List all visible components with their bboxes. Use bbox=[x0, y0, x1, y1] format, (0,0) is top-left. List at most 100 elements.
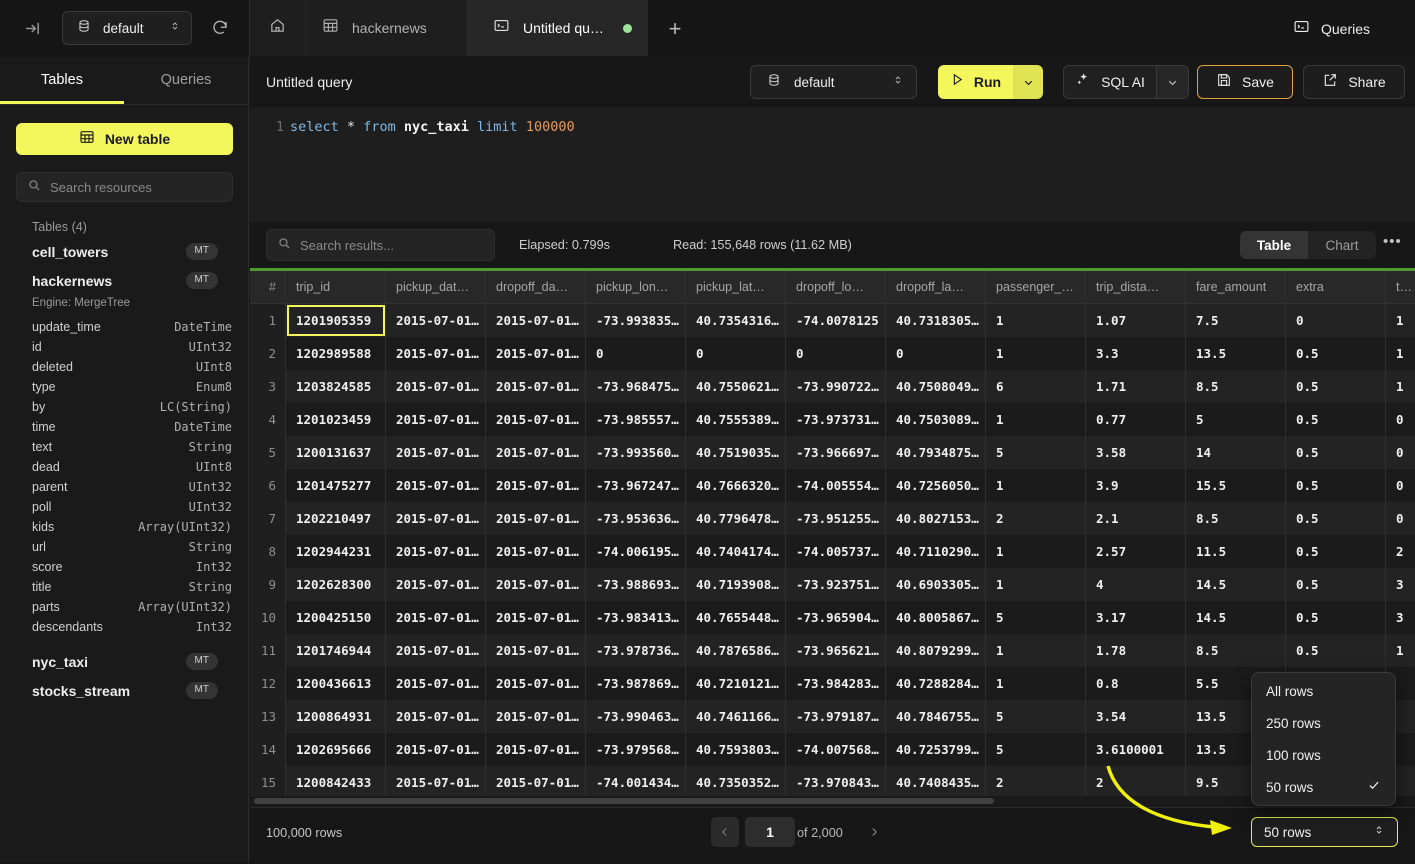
sql-editor[interactable]: 1 select * from nyc_taxi limit 100000 bbox=[250, 107, 1415, 222]
table-cell[interactable]: 1 bbox=[986, 667, 1086, 700]
table-cell[interactable]: 0 bbox=[1386, 436, 1415, 469]
column-header[interactable]: t… bbox=[1386, 271, 1415, 303]
table-cell[interactable]: 40.8079299… bbox=[886, 634, 986, 667]
table-cell[interactable]: 0.5 bbox=[1286, 535, 1386, 568]
table-cell[interactable]: -73.923751… bbox=[786, 568, 886, 601]
row-index[interactable]: 13 bbox=[250, 700, 286, 733]
table-cell[interactable]: 5 bbox=[986, 700, 1086, 733]
table-cell[interactable]: 0 bbox=[586, 337, 686, 370]
table-cell[interactable]: 40.7461166… bbox=[686, 700, 786, 733]
table-cell[interactable]: -73.984283… bbox=[786, 667, 886, 700]
search-results-input[interactable]: Search results... bbox=[266, 229, 495, 261]
query-database-selector[interactable]: default bbox=[750, 65, 917, 99]
collapse-sidebar-icon[interactable] bbox=[24, 20, 41, 37]
table-cell[interactable]: 1200131637 bbox=[286, 436, 386, 469]
table-cell[interactable]: 2015-07-01… bbox=[486, 733, 586, 766]
table-cell[interactable]: -73.979187… bbox=[786, 700, 886, 733]
table-cell[interactable]: 0.5 bbox=[1286, 601, 1386, 634]
table-cell[interactable]: 13.5 bbox=[1186, 337, 1286, 370]
save-button[interactable]: Save bbox=[1197, 65, 1293, 99]
table-cell[interactable]: 8.5 bbox=[1186, 502, 1286, 535]
table-cell[interactable]: 0 bbox=[1386, 502, 1415, 535]
table-cell[interactable]: 2015-07-01… bbox=[386, 337, 486, 370]
horizontal-scrollbar[interactable] bbox=[250, 796, 1415, 806]
table-cell[interactable]: 3 bbox=[1386, 601, 1415, 634]
table-cell[interactable]: -74.0078125 bbox=[786, 304, 886, 337]
table-cell[interactable]: 40.7210121… bbox=[686, 667, 786, 700]
table-cell[interactable]: 0 bbox=[786, 337, 886, 370]
next-page-button[interactable] bbox=[860, 817, 888, 847]
table-cell[interactable]: 2015-07-01… bbox=[386, 667, 486, 700]
table-cell[interactable]: 1200842433 bbox=[286, 766, 386, 796]
table-cell[interactable]: 8.5 bbox=[1186, 370, 1286, 403]
table-cell[interactable]: -73.987869… bbox=[586, 667, 686, 700]
table-cell[interactable]: 14.5 bbox=[1186, 601, 1286, 634]
table-cell[interactable]: -74.005737… bbox=[786, 535, 886, 568]
table-cell[interactable]: 2015-07-01… bbox=[386, 535, 486, 568]
new-table-button[interactable]: New table bbox=[16, 123, 233, 155]
table-cell[interactable]: 1200425150 bbox=[286, 601, 386, 634]
row-index[interactable]: 1 bbox=[250, 304, 286, 337]
table-cell[interactable]: 1201905359 bbox=[286, 304, 386, 337]
table-cell[interactable]: -73.979568… bbox=[586, 733, 686, 766]
table-cell[interactable]: 0.5 bbox=[1286, 568, 1386, 601]
table-cell[interactable]: 1202695666 bbox=[286, 733, 386, 766]
column-row[interactable]: by LC(String) bbox=[0, 397, 248, 417]
column-row[interactable]: title String bbox=[0, 577, 248, 597]
row-index[interactable]: 7 bbox=[250, 502, 286, 535]
page-size-menu-item[interactable]: 50 rows bbox=[1252, 771, 1395, 803]
table-cell[interactable]: 40.7253799… bbox=[886, 733, 986, 766]
table-cell[interactable]: 1.07 bbox=[1086, 304, 1186, 337]
row-index[interactable]: 11 bbox=[250, 634, 286, 667]
column-header[interactable]: fare_amount bbox=[1186, 271, 1286, 303]
table-cell[interactable]: 2015-07-01… bbox=[486, 502, 586, 535]
table-cell[interactable]: 40.7408435… bbox=[886, 766, 986, 796]
table-cell[interactable]: 2015-07-01… bbox=[486, 601, 586, 634]
row-index[interactable]: 9 bbox=[250, 568, 286, 601]
row-index[interactable]: 14 bbox=[250, 733, 286, 766]
table-cell[interactable]: 3 bbox=[1386, 568, 1415, 601]
column-row[interactable]: kids Array(UInt32) bbox=[0, 517, 248, 537]
table-cell[interactable]: 2015-07-01… bbox=[386, 502, 486, 535]
new-tab-button[interactable]: + bbox=[668, 16, 682, 41]
table-cell[interactable]: 40.7288284… bbox=[886, 667, 986, 700]
table-cell[interactable]: -73.953636… bbox=[586, 502, 686, 535]
table-cell[interactable]: 2015-07-01… bbox=[486, 304, 586, 337]
table-cell[interactable]: 1201475277 bbox=[286, 469, 386, 502]
row-index[interactable]: 2 bbox=[250, 337, 286, 370]
table-cell[interactable]: 1200436613 bbox=[286, 667, 386, 700]
table-cell[interactable]: 40.7934875… bbox=[886, 436, 986, 469]
query-title[interactable]: Untitled query bbox=[266, 74, 353, 90]
table-cell[interactable]: -73.985557… bbox=[586, 403, 686, 436]
database-selector[interactable]: default bbox=[62, 11, 192, 45]
table-cell[interactable]: 2015-07-01… bbox=[386, 634, 486, 667]
table-cell[interactable]: 40.7796478… bbox=[686, 502, 786, 535]
table-cell[interactable]: 0 bbox=[1286, 304, 1386, 337]
table-cell[interactable]: 2015-07-01… bbox=[386, 766, 486, 796]
column-row[interactable]: deleted UInt8 bbox=[0, 357, 248, 377]
sidebar-tab-queries[interactable]: Queries bbox=[160, 72, 212, 88]
table-cell[interactable]: 0 bbox=[1386, 469, 1415, 502]
table-cell[interactable]: 2 bbox=[1086, 766, 1186, 796]
table-cell[interactable]: 4 bbox=[1086, 568, 1186, 601]
table-cell[interactable]: 5 bbox=[986, 436, 1086, 469]
table-cell[interactable]: 40.7193908… bbox=[686, 568, 786, 601]
table-cell[interactable]: 0.8 bbox=[1086, 667, 1186, 700]
table-cell[interactable]: 0.5 bbox=[1286, 370, 1386, 403]
table-cell[interactable]: 1203824585 bbox=[286, 370, 386, 403]
column-row[interactable]: poll UInt32 bbox=[0, 497, 248, 517]
table-cell[interactable]: -73.968475… bbox=[586, 370, 686, 403]
table-cell[interactable]: -73.978736… bbox=[586, 634, 686, 667]
column-row[interactable]: score Int32 bbox=[0, 557, 248, 577]
table-cell[interactable]: 2015-07-01… bbox=[386, 436, 486, 469]
table-cell[interactable]: 1201746944 bbox=[286, 634, 386, 667]
table-cell[interactable]: 2015-07-01… bbox=[486, 370, 586, 403]
column-row[interactable]: type Enum8 bbox=[0, 377, 248, 397]
table-cell[interactable]: -73.965621… bbox=[786, 634, 886, 667]
table-cell[interactable]: -74.007568… bbox=[786, 733, 886, 766]
table-cell[interactable]: 40.8005867… bbox=[886, 601, 986, 634]
table-cell[interactable]: -73.973731… bbox=[786, 403, 886, 436]
table-cell[interactable]: 0.5 bbox=[1286, 337, 1386, 370]
table-cell[interactable]: -73.990463… bbox=[586, 700, 686, 733]
table-cell[interactable]: -74.005554… bbox=[786, 469, 886, 502]
